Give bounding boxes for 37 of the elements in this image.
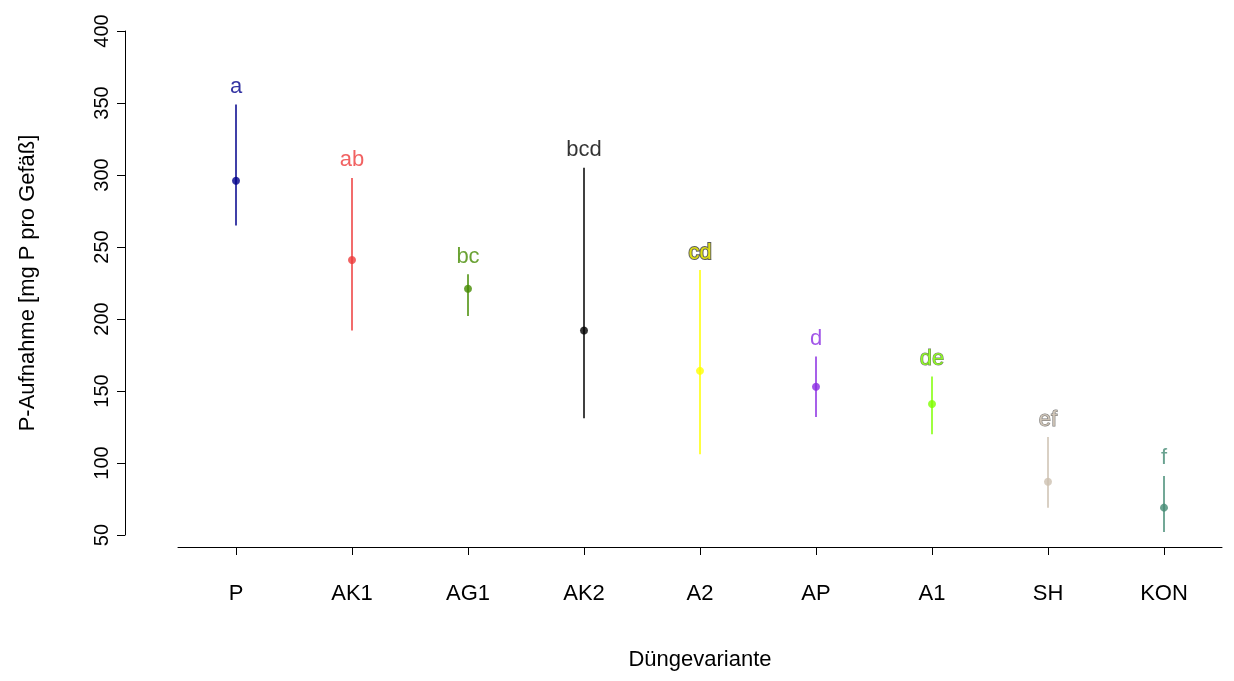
x-tick-label: KON [1140, 579, 1188, 605]
x-tick-label: SH [1032, 579, 1064, 605]
annotation: de [919, 345, 945, 371]
y-tick-label: 200 [90, 302, 112, 336]
x-tick-label: A2 [686, 579, 714, 605]
x-tick-label: AK2 [563, 579, 605, 605]
point [232, 176, 240, 185]
annotation: bc [456, 242, 480, 268]
y-axis-title: P-Aufnahme [mg P pro Gefäß] [13, 134, 39, 432]
y-tick-label: 400 [90, 14, 112, 48]
y-tick-label: 350 [90, 86, 112, 120]
annotation: d [809, 324, 823, 350]
y-tick-label: 250 [90, 230, 112, 264]
y-tick-label: 100 [90, 446, 112, 480]
x-tick-label: AG1 [445, 579, 491, 605]
x-tick-label: AK1 [331, 579, 373, 605]
point [928, 399, 936, 408]
y-tick-label: 150 [90, 374, 112, 408]
point [812, 382, 820, 391]
x-tick-label: AP [801, 579, 831, 605]
point [464, 284, 472, 293]
annotation: ef [1038, 405, 1059, 431]
x-tick-label: A1 [918, 579, 946, 605]
point [348, 255, 356, 264]
annotation: cd [688, 238, 712, 264]
annotation: a [229, 72, 243, 98]
y-tick-label: 300 [90, 158, 112, 192]
annotation: bcd [566, 136, 602, 162]
point [696, 366, 704, 375]
annotation: ab [339, 146, 365, 172]
x-axis-title: Düngevariante [628, 645, 772, 671]
annotation: f [1160, 444, 1168, 470]
point [1160, 503, 1168, 512]
point [1044, 477, 1052, 486]
point [580, 326, 588, 335]
y-tick-label: 50 [90, 523, 112, 547]
x-tick-label: P [228, 579, 244, 605]
